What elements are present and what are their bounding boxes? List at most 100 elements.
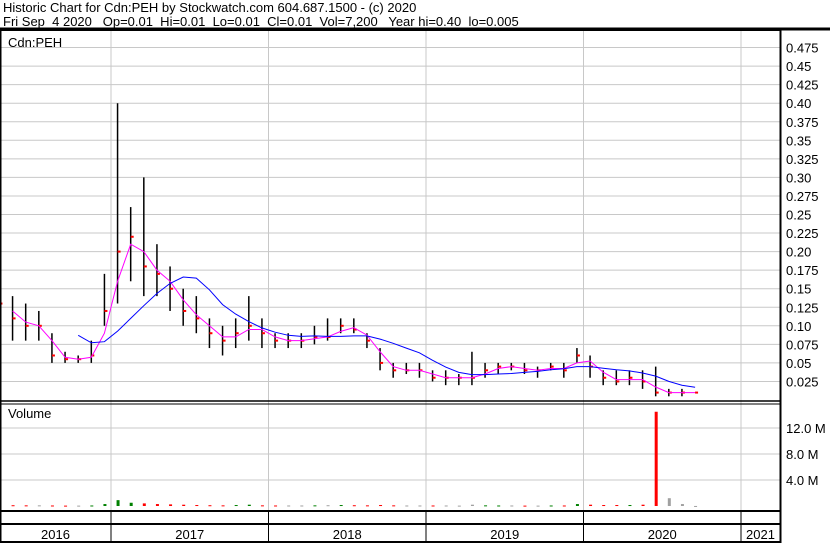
volume-bar xyxy=(615,505,619,507)
close-marker xyxy=(432,376,436,379)
volume-bar xyxy=(287,505,291,507)
symbol-label: Cdn:PEH xyxy=(8,35,62,50)
volume-bar xyxy=(339,505,343,507)
close-marker xyxy=(104,309,108,312)
close-marker xyxy=(642,380,646,383)
volume-bar xyxy=(523,505,527,507)
price-tick-label: 0.175 xyxy=(786,263,819,278)
volume-bar xyxy=(418,505,422,507)
axis-ticks: 0.025 0.05 0.075 0.10 0.125 0.15 0.175 0.20 0.22… xyxy=(41,41,826,542)
close-marker xyxy=(65,358,69,361)
volume-bar xyxy=(64,505,68,507)
volume-bar xyxy=(680,504,684,506)
close-marker xyxy=(261,332,265,335)
year-label: 2017 xyxy=(175,527,204,542)
year-label: 2020 xyxy=(648,527,677,542)
volume-bar xyxy=(234,505,238,507)
volume-bar xyxy=(11,505,15,507)
close-marker xyxy=(38,324,42,327)
price-tick-label: 0.25 xyxy=(786,208,811,223)
year-label: 2019 xyxy=(490,527,519,542)
price-tick-label: 0.15 xyxy=(786,282,811,297)
close-marker xyxy=(629,376,633,379)
volume-bar xyxy=(628,505,632,507)
volume-bar xyxy=(536,505,540,507)
volume-bar xyxy=(470,504,474,506)
volume-bar xyxy=(562,505,566,507)
volume-bar xyxy=(37,505,41,507)
price-tick-label: 0.475 xyxy=(786,41,819,56)
volume-bar xyxy=(667,498,671,506)
close-marker xyxy=(366,339,370,342)
price-tick-label: 0.35 xyxy=(786,133,811,148)
volume-bar xyxy=(129,502,133,506)
close-marker xyxy=(183,309,187,312)
close-marker xyxy=(340,324,344,327)
close-marker xyxy=(550,365,554,368)
close-marker xyxy=(380,361,384,364)
close-marker xyxy=(603,376,607,379)
volume-bar xyxy=(313,505,317,507)
chart-title: Historic Chart for Cdn:PEH by Stockwatch… xyxy=(3,0,417,15)
price-bars xyxy=(0,103,699,397)
close-marker xyxy=(485,369,489,372)
volume-label: Volume xyxy=(8,406,51,421)
close-marker xyxy=(655,391,659,394)
volume-bar xyxy=(116,500,120,506)
chart-frame xyxy=(0,27,830,543)
volume-bar xyxy=(510,505,514,507)
volume-bar xyxy=(103,504,107,506)
volume-bar xyxy=(654,411,658,506)
volume-bar xyxy=(195,505,199,507)
price-tick-label: 0.125 xyxy=(786,300,819,315)
volume-bar xyxy=(392,505,396,507)
volume-bar xyxy=(300,505,304,507)
volume-bar xyxy=(77,505,81,507)
volume-bar xyxy=(589,504,593,506)
price-tick-label: 0.275 xyxy=(786,189,819,204)
close-marker xyxy=(130,235,134,238)
close-marker xyxy=(248,324,252,327)
price-tick-label: 0.30 xyxy=(786,170,811,185)
volume-bar xyxy=(694,505,698,507)
volume-bar xyxy=(457,505,461,507)
volume-bar xyxy=(484,505,488,507)
close-marker xyxy=(170,287,174,290)
price-tick-label: 0.075 xyxy=(786,337,819,352)
close-marker xyxy=(117,250,121,253)
volume-bar xyxy=(365,505,369,507)
year-label: 2021 xyxy=(746,527,775,542)
close-marker xyxy=(695,391,699,394)
volume-bar xyxy=(247,504,251,506)
volume-bar xyxy=(405,505,409,507)
volume-bar xyxy=(182,504,186,506)
volume-bar xyxy=(575,504,579,506)
price-tick-label: 0.20 xyxy=(786,245,811,260)
volume-bar xyxy=(379,505,383,507)
volume-bar xyxy=(221,505,225,507)
close-marker xyxy=(143,265,147,268)
close-marker xyxy=(498,365,502,368)
price-tick-label: 0.40 xyxy=(786,96,811,111)
short-moving-average xyxy=(12,243,696,394)
close-marker xyxy=(51,354,55,357)
close-marker xyxy=(156,272,160,275)
close-marker xyxy=(576,354,580,357)
price-tick-label: 0.425 xyxy=(786,78,819,93)
volume-bar xyxy=(431,505,435,507)
volume-bar xyxy=(444,505,448,507)
volume-bar xyxy=(549,505,553,507)
volume-bar xyxy=(50,505,54,507)
volume-bar xyxy=(24,505,28,507)
volume-bar xyxy=(142,503,146,506)
close-marker xyxy=(393,369,397,372)
volume-bar xyxy=(274,505,278,507)
close-marker xyxy=(196,317,200,320)
volume-bar xyxy=(326,505,330,507)
volume-tick-label: 8.0 M xyxy=(786,447,819,462)
close-marker xyxy=(222,339,226,342)
price-tick-label: 0.375 xyxy=(786,115,819,130)
close-marker xyxy=(235,332,239,335)
volume-tick-label: 4.0 M xyxy=(786,473,819,488)
